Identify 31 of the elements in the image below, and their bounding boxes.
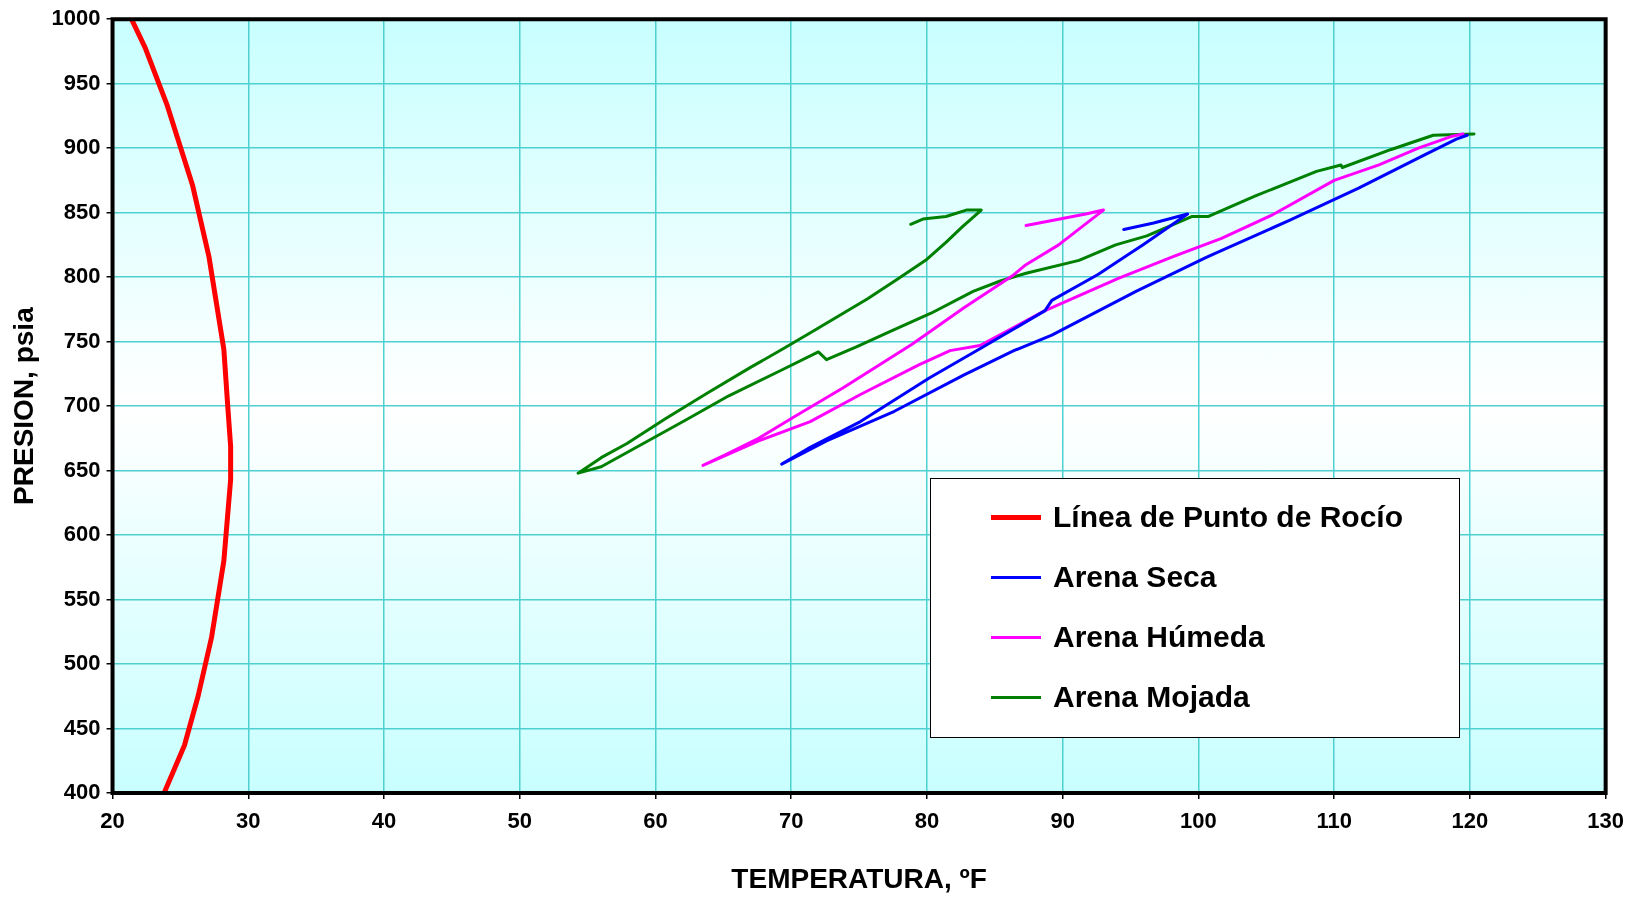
y-tick-label: 800 <box>63 263 101 289</box>
legend-label: Arena Mojada <box>1053 680 1250 714</box>
x-tick-label: 130 <box>1587 808 1625 834</box>
y-tick-label: 950 <box>63 69 101 95</box>
y-tick-label: 400 <box>63 779 101 805</box>
x-tick-label: 70 <box>778 808 804 834</box>
x-tick-label: 100 <box>1180 808 1217 834</box>
y-tick-label: 550 <box>63 585 101 611</box>
x-tick-label: 50 <box>507 808 532 834</box>
legend-label: Arena Seca <box>1053 560 1217 594</box>
y-tick-label: 1000 <box>51 5 101 31</box>
x-axis-title: TEMPERATURA, ºF <box>731 862 987 894</box>
legend-label: Línea de Punto de Rocío <box>1053 500 1404 534</box>
y-tick-label: 450 <box>63 714 101 740</box>
x-tick-label: 40 <box>371 808 397 834</box>
x-tick-label: 120 <box>1451 808 1489 834</box>
x-tick-label: 110 <box>1316 808 1352 834</box>
y-axis-title: PRESION, psia <box>7 306 39 505</box>
y-tick-label: 500 <box>63 650 101 676</box>
x-tick-label: 80 <box>914 808 940 834</box>
x-tick-label: 30 <box>236 808 261 834</box>
x-tick-label: 20 <box>100 808 125 834</box>
y-tick-label: 700 <box>63 392 101 418</box>
y-tick-label: 850 <box>63 198 101 224</box>
y-tick-label: 750 <box>63 327 101 353</box>
legend-label: Arena Húmeda <box>1053 620 1265 654</box>
y-tick-label: 600 <box>63 521 101 547</box>
x-tick-label: 60 <box>643 808 668 834</box>
y-tick-label: 650 <box>63 456 101 482</box>
y-tick-label: 900 <box>63 134 101 160</box>
x-tick-label: 90 <box>1050 808 1075 834</box>
